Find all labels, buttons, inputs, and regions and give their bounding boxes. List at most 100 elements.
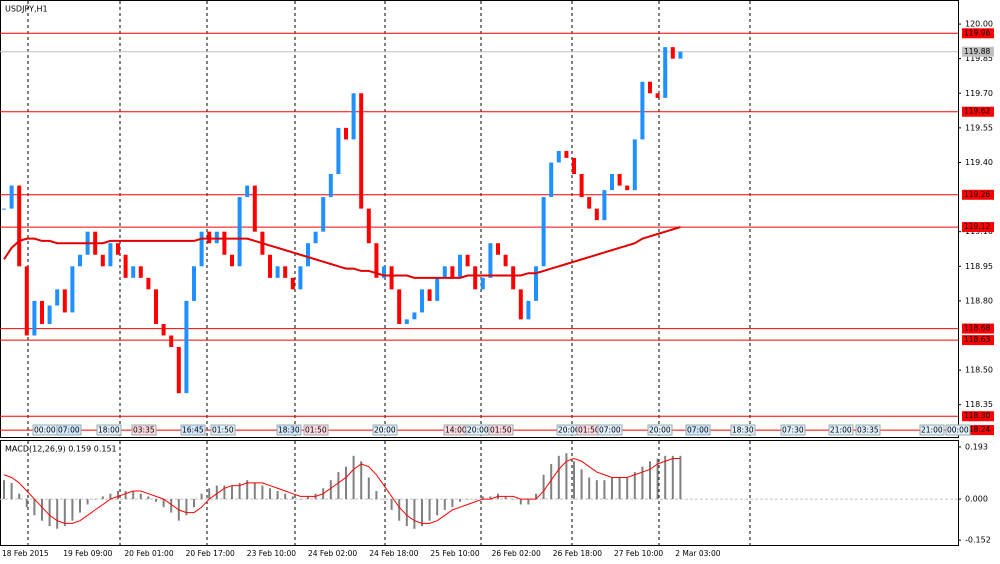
candle [268,254,272,278]
y-tick-label: 118.35 [965,400,993,409]
candle [252,185,257,232]
histogram-bar [611,477,613,500]
time-marker-box [488,424,514,436]
histogram-bar [527,499,530,505]
time-marker: 18:30 [732,426,754,435]
candle [9,185,14,209]
histogram-bar [474,499,477,500]
candle [24,266,29,336]
candle [192,266,196,301]
candle [184,300,189,394]
time-marker: 01:50 [305,426,327,435]
candle [328,174,333,198]
level-box [962,425,994,436]
histogram-bar [307,496,309,500]
histogram-bar [451,499,454,508]
histogram-bar [231,485,233,500]
time-marker: 07:00 [58,426,80,435]
histogram-bar [421,499,423,527]
candle [465,254,470,267]
histogram-bar [124,490,127,500]
histogram-bar [10,482,13,500]
level-box [962,323,994,334]
candle [541,197,546,267]
candle [488,243,493,278]
candle [503,254,508,267]
time-marker-box [597,424,623,436]
candle [663,47,668,98]
candle [442,266,447,278]
candle [511,266,516,290]
candle [382,266,386,278]
level-label: 119.12 [964,222,990,231]
time-marker: 20:00 [467,426,489,435]
candle [313,231,318,244]
level-box [962,222,994,233]
candle [678,51,683,59]
histogram-bar [71,499,74,521]
signal-line [3,458,681,524]
candle [336,127,341,175]
candle [169,335,174,348]
candle [207,231,212,244]
histogram-bar [63,499,66,527]
candle [594,208,599,221]
candle [564,150,569,158]
time-marker: 18:30 [278,426,300,435]
histogram-bar [649,461,651,500]
histogram-bar [139,493,142,500]
histogram-bar [436,499,439,516]
x-tick-label: 24 Feb 18:00 [369,549,418,558]
time-marker: 20:00 [558,426,580,435]
histogram-bar [223,485,226,500]
candle [427,289,432,301]
histogram-bar [18,493,21,500]
candle [397,289,402,324]
histogram-bar [512,499,515,500]
candle [412,312,417,320]
time-marker: 07:00 [687,426,709,435]
candle [648,81,652,94]
time-marker-box [303,424,329,436]
candle [131,266,136,278]
candle [359,93,364,209]
histogram-bar [367,477,370,500]
candle [306,243,310,267]
x-tick-label: 18 Feb 2015 [2,549,49,558]
histogram-bar [588,477,591,500]
level-label: 118.63 [964,335,990,344]
y-tick-label: 120.00 [965,20,993,29]
candle [549,162,554,198]
candle [632,139,637,191]
y-tick-label: 0.000 [965,495,988,504]
histogram-bar [360,461,363,500]
histogram-bar [132,490,135,500]
candle [655,93,660,98]
candle [404,319,409,324]
candle [290,277,295,290]
candle [108,243,113,267]
histogram-bar [405,499,408,527]
x-tick-label: 26 Feb 02:00 [492,549,541,558]
candle [351,93,356,140]
candle [374,243,379,278]
time-marker-box [685,424,711,436]
chart-title: USDJPY,H1 [5,5,48,14]
time-marker: 14:00 [445,426,467,435]
time-marker: 03:35 [857,426,879,435]
candle [2,208,6,210]
histogram-bar [481,496,484,500]
candle [435,277,440,301]
candle [344,127,348,140]
candle [32,300,37,336]
candle [572,157,576,175]
time-marker: 18:00 [98,426,120,435]
x-tick-label: 2 Mar 03:00 [675,549,721,558]
histogram-bar [383,499,385,500]
candle [275,266,280,278]
candle [214,231,219,244]
time-marker-box [210,424,236,436]
level-box [962,335,994,346]
histogram-bar [671,455,674,500]
histogram-bar [573,461,575,500]
